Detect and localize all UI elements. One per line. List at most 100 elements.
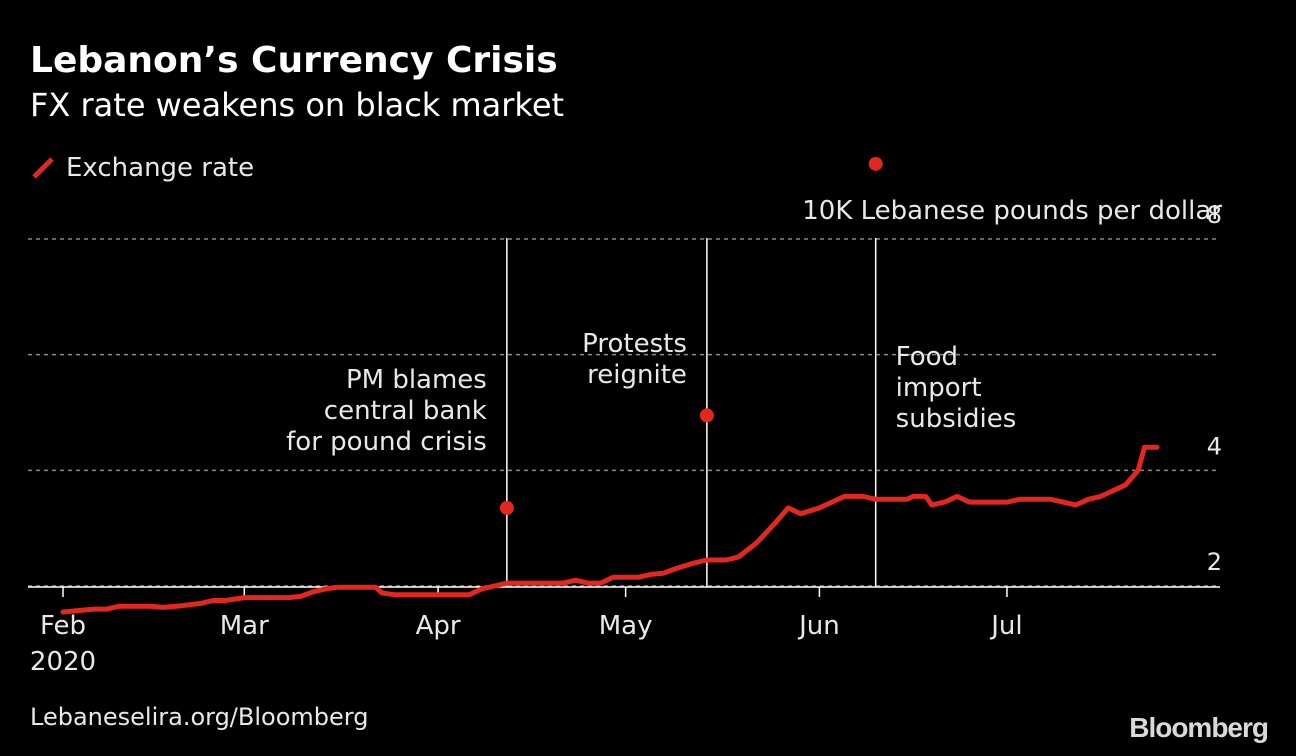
data-point (612, 576, 615, 579)
data-point (437, 593, 440, 596)
annotation-3-line-1: Food (896, 342, 958, 372)
data-point (956, 495, 958, 498)
data-point (662, 572, 665, 575)
data-point (637, 576, 640, 579)
data-point (199, 602, 202, 605)
data-point (337, 586, 340, 589)
data-point (887, 498, 890, 501)
data-point (543, 582, 546, 585)
annotation-3-line-2: import (896, 373, 982, 403)
x-tick-label-mar: Mar (220, 611, 269, 641)
x-axis (28, 586, 1220, 597)
data-point (380, 591, 383, 594)
data-point (830, 501, 833, 504)
legend: Exchange rate (30, 152, 254, 184)
data-point (624, 576, 627, 579)
data-point (212, 599, 214, 602)
x-tick-label-may: May (599, 611, 653, 641)
data-point (493, 585, 496, 587)
annotation-2-line-1: Protests (582, 329, 687, 359)
data-point (224, 599, 227, 602)
data-point (374, 586, 377, 589)
data-point (1018, 498, 1021, 501)
data-point (262, 596, 264, 599)
data-point (930, 504, 933, 506)
annotation-1-line-2: central bank (324, 396, 487, 426)
data-point (1062, 501, 1065, 504)
data-point (324, 587, 327, 590)
data-point (649, 573, 652, 576)
data-point (705, 559, 708, 561)
data-point (480, 587, 483, 590)
data-point (162, 606, 164, 609)
data-point (862, 495, 865, 498)
data-point (1099, 495, 1102, 498)
legend-swatch-line-icon (32, 157, 54, 179)
x-tick-label-jul: Jul (989, 611, 1022, 641)
data-point (924, 495, 927, 498)
y-tick-label-8: 8 (1207, 201, 1222, 229)
data-point (843, 495, 846, 498)
data-point (1087, 498, 1090, 501)
data-point (724, 559, 727, 561)
data-point (968, 501, 971, 504)
data-point (818, 506, 821, 509)
data-point (1137, 469, 1140, 472)
data-point (599, 582, 602, 585)
data-point (905, 498, 908, 501)
data-point (1156, 446, 1158, 449)
data-point (62, 611, 64, 613)
data-point (587, 582, 590, 585)
data-point (693, 561, 696, 564)
data-point (1112, 489, 1115, 492)
bloomberg-logo: Bloomberg (1129, 712, 1269, 743)
data-point (1031, 498, 1033, 501)
event-marker-1 (499, 500, 514, 515)
data-point (562, 582, 565, 585)
data-point (274, 596, 277, 599)
data-point (787, 506, 790, 509)
data-point (312, 590, 315, 593)
data-point (299, 595, 302, 598)
legend-label-exchange-rate: Exchange rate (66, 153, 255, 183)
data-point (1143, 446, 1146, 449)
data-point (349, 586, 352, 589)
annotation-2-line-2: reignite (587, 360, 687, 390)
x-tick-label-jun: Jun (797, 611, 840, 641)
data-point (80, 609, 83, 612)
data-point (412, 593, 415, 596)
data-point (912, 495, 915, 498)
unit-label: 10K Lebanese pounds per dollar (802, 196, 1222, 226)
data-point (1074, 504, 1077, 506)
data-point (943, 501, 946, 504)
x-tick-label-apr: Apr (416, 611, 461, 641)
data-point (93, 608, 96, 611)
y-tick-label-4: 4 (1207, 432, 1222, 460)
data-point (393, 593, 396, 596)
data-point (149, 605, 152, 608)
source-note: Lebaneselira.org/Bloomberg (30, 703, 369, 731)
data-point (105, 608, 108, 611)
data-point (455, 593, 458, 596)
data-point (737, 556, 740, 559)
chart-subtitle: FX rate weakens on black market (30, 86, 565, 124)
annotation-lines (506, 238, 877, 587)
gridlines (28, 238, 1220, 587)
data-point (287, 596, 290, 599)
data-point (243, 596, 246, 599)
data-point (130, 605, 133, 608)
data-point (118, 605, 121, 608)
event-marker-2 (699, 408, 714, 423)
data-point (468, 593, 471, 596)
data-point (674, 567, 677, 570)
chart-title: Lebanon’s Currency Crisis (30, 40, 558, 81)
annotation-3-line-3: subsidies (896, 404, 1017, 434)
data-point (799, 512, 802, 515)
data-point (874, 498, 877, 501)
x-tick-sublabel: 2020 (30, 647, 96, 677)
data-point (524, 582, 527, 585)
data-point (774, 521, 777, 524)
data-point (505, 582, 508, 585)
